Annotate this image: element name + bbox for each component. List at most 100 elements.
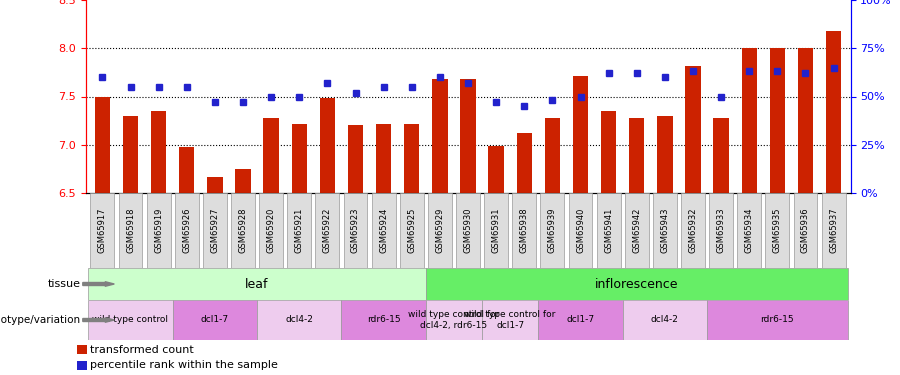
Bar [292,123,307,193]
Text: GSM65925: GSM65925 [407,208,416,253]
Bar [347,126,364,193]
Bar [179,147,194,193]
FancyBboxPatch shape [257,300,341,340]
Bar [544,118,560,193]
FancyBboxPatch shape [625,193,649,268]
Text: wild type control for
dcl4-2, rdr6-15: wild type control for dcl4-2, rdr6-15 [409,310,500,330]
Text: GSM65933: GSM65933 [716,208,725,254]
FancyBboxPatch shape [538,300,623,340]
Bar [770,48,785,193]
Text: GSM65936: GSM65936 [801,208,810,254]
FancyBboxPatch shape [428,193,452,268]
Bar [404,123,419,193]
FancyBboxPatch shape [372,193,396,268]
Bar [797,48,814,193]
Bar [517,133,532,193]
Bar [826,31,842,193]
Text: GSM65942: GSM65942 [632,208,641,253]
Text: GSM65921: GSM65921 [295,208,304,253]
FancyBboxPatch shape [482,300,538,340]
Text: GSM65924: GSM65924 [379,208,388,253]
Bar [489,146,504,193]
Text: GSM65939: GSM65939 [548,208,557,253]
Bar [714,118,729,193]
FancyBboxPatch shape [652,193,677,268]
FancyBboxPatch shape [737,193,761,268]
Text: GSM65930: GSM65930 [464,208,472,253]
FancyBboxPatch shape [794,193,817,268]
FancyBboxPatch shape [88,300,173,340]
Text: genotype/variation: genotype/variation [0,315,81,325]
FancyBboxPatch shape [175,193,199,268]
Text: GSM65920: GSM65920 [266,208,275,253]
FancyBboxPatch shape [623,300,707,340]
Text: GSM65937: GSM65937 [829,208,838,254]
Bar [376,123,392,193]
Text: GSM65928: GSM65928 [238,208,248,253]
FancyBboxPatch shape [512,193,536,268]
Text: rdr6-15: rdr6-15 [760,315,794,324]
Text: wild type control: wild type control [93,315,168,324]
FancyBboxPatch shape [681,193,705,268]
Text: transformed count: transformed count [90,345,194,355]
Bar [601,111,617,193]
Bar [264,118,279,193]
FancyBboxPatch shape [822,193,846,268]
FancyBboxPatch shape [709,193,734,268]
Text: dcl4-2: dcl4-2 [651,315,679,324]
FancyBboxPatch shape [259,193,284,268]
FancyBboxPatch shape [173,300,257,340]
FancyBboxPatch shape [119,193,142,268]
FancyBboxPatch shape [484,193,508,268]
Text: dcl1-7: dcl1-7 [201,315,229,324]
FancyBboxPatch shape [456,193,480,268]
Text: dcl1-7: dcl1-7 [566,315,595,324]
Text: GSM65932: GSM65932 [688,208,698,253]
FancyBboxPatch shape [344,193,367,268]
FancyBboxPatch shape [90,193,114,268]
Text: GSM65926: GSM65926 [182,208,191,253]
Text: GSM65927: GSM65927 [211,208,220,253]
FancyBboxPatch shape [202,193,227,268]
Text: wild type control for
dcl1-7: wild type control for dcl1-7 [464,310,556,330]
Text: GSM65943: GSM65943 [661,208,670,253]
FancyBboxPatch shape [315,193,339,268]
Text: GSM65941: GSM65941 [604,208,613,253]
Bar [742,48,757,193]
Bar [657,116,672,193]
Text: GSM65917: GSM65917 [98,208,107,253]
FancyBboxPatch shape [707,300,848,340]
Bar [629,118,644,193]
FancyBboxPatch shape [426,300,482,340]
FancyBboxPatch shape [540,193,564,268]
FancyBboxPatch shape [597,193,621,268]
Text: GSM65922: GSM65922 [323,208,332,253]
FancyBboxPatch shape [765,193,789,268]
Bar [572,76,589,193]
Text: leaf: leaf [246,278,269,291]
Text: tissue: tissue [48,279,81,289]
Bar [460,79,476,193]
Bar [94,96,110,193]
Bar [685,66,701,193]
FancyBboxPatch shape [147,193,171,268]
FancyBboxPatch shape [426,268,848,300]
Text: dcl4-2: dcl4-2 [285,315,313,324]
Bar [235,169,251,193]
FancyBboxPatch shape [569,193,592,268]
Text: GSM65934: GSM65934 [744,208,753,253]
FancyBboxPatch shape [341,300,426,340]
Text: percentile rank within the sample: percentile rank within the sample [90,360,278,370]
FancyBboxPatch shape [400,193,424,268]
Text: inflorescence: inflorescence [595,278,679,291]
Text: GSM65929: GSM65929 [436,208,445,253]
FancyBboxPatch shape [88,268,426,300]
Bar [207,177,222,193]
Text: GSM65938: GSM65938 [520,208,529,254]
Text: rdr6-15: rdr6-15 [367,315,400,324]
Bar [151,111,166,193]
Bar [122,116,139,193]
Text: GSM65931: GSM65931 [491,208,500,253]
Text: GSM65940: GSM65940 [576,208,585,253]
Text: GSM65935: GSM65935 [773,208,782,253]
